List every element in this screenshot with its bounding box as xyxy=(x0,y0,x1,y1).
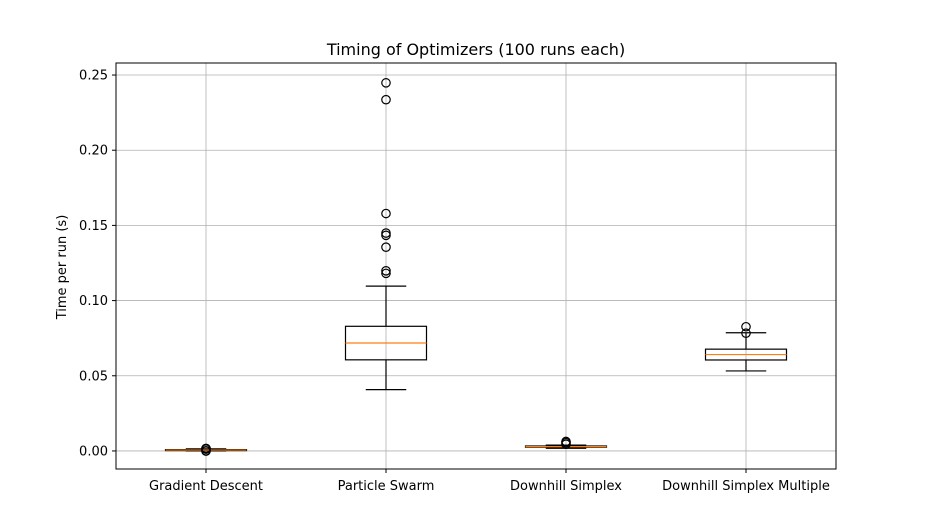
box-gradient-descent xyxy=(164,443,248,456)
outlier-point xyxy=(381,266,391,276)
y-tick-label: 0.25 xyxy=(79,69,108,84)
box-downhill-simplex-multiple xyxy=(704,321,788,372)
outlier-point xyxy=(741,328,751,339)
outlier-point xyxy=(381,242,391,253)
y-tick-label: 0.10 xyxy=(79,294,108,309)
outlier-point xyxy=(201,446,211,456)
x-tick-label: Particle Swarm xyxy=(338,479,435,494)
y-tick-label: 0.15 xyxy=(79,219,108,234)
plot-area-frame xyxy=(115,62,837,470)
x-tick-label: Downhill Simplex Multiple xyxy=(662,479,830,494)
x-tick-label: Gradient Descent xyxy=(149,479,263,494)
box-downhill-simplex xyxy=(524,436,608,449)
outlier-point xyxy=(561,439,571,449)
axis-ticks: 0.00 0.05 0.10 0.15 0.20 0.25 Gradient Descent… xyxy=(79,69,830,494)
outlier-point xyxy=(381,78,391,88)
y-axis-label: Time per run (s) xyxy=(55,215,70,321)
y-tick-label: 0.20 xyxy=(79,144,108,159)
boxes xyxy=(164,78,788,456)
outlier-point xyxy=(381,208,391,219)
x-tick-label: Downhill Simplex xyxy=(510,479,622,494)
outlier-point xyxy=(381,230,391,241)
y-tick-label: 0.00 xyxy=(79,444,108,459)
chart-title: Timing of Optimizers (100 runs each) xyxy=(326,40,625,59)
box-particle-swarm xyxy=(344,78,428,391)
y-tick-label: 0.05 xyxy=(79,369,108,384)
outlier-point xyxy=(381,268,391,279)
outlier-point xyxy=(741,321,751,332)
grid-lines xyxy=(116,63,836,469)
outlier-point xyxy=(381,94,391,105)
